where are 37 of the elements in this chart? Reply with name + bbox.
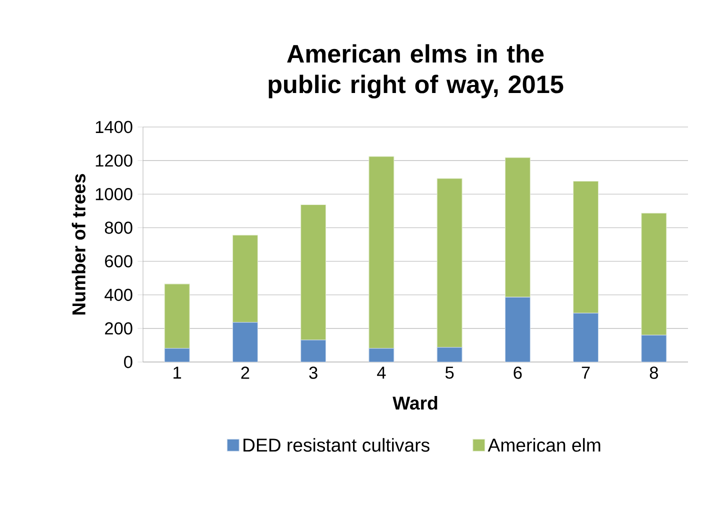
bar <box>164 348 190 362</box>
bar <box>164 284 190 349</box>
x-tick-label: 2 <box>241 366 250 379</box>
bar <box>641 212 667 336</box>
legend-label: American elm <box>488 438 600 452</box>
y-tick-label: 800 <box>104 222 132 234</box>
x-axis-title: Ward <box>392 396 438 410</box>
bar <box>436 178 462 348</box>
bar <box>368 348 394 362</box>
y-tick-label: 1000 <box>96 188 132 200</box>
bar <box>436 347 462 362</box>
bar <box>232 234 258 323</box>
x-tick-label: 3 <box>309 366 318 379</box>
y-tick-label: 0 <box>124 356 132 368</box>
bar <box>641 334 667 362</box>
bar <box>504 157 530 298</box>
chart-title: American elms in the public right of way, 2015 <box>268 44 564 98</box>
bar <box>504 296 530 362</box>
bar <box>573 312 599 362</box>
bar <box>368 156 394 349</box>
x-tick-label: 1 <box>174 366 182 379</box>
bar <box>300 204 326 340</box>
legend-label: DED resistant cultivars <box>244 438 430 452</box>
y-tick-label: 1200 <box>96 154 132 167</box>
x-tick-label: 7 <box>582 366 590 379</box>
x-tick-label: 5 <box>445 366 454 379</box>
y-tick-label: 1400 <box>96 120 132 134</box>
bar <box>300 340 326 362</box>
y-axis-title: Number of trees <box>72 174 86 315</box>
y-tick-label: 600 <box>105 255 132 268</box>
y-tick-label: 200 <box>105 322 132 335</box>
x-tick-label: 6 <box>514 366 522 379</box>
bar <box>573 180 599 314</box>
y-tick-label: 400 <box>104 288 132 301</box>
x-tick-label: 8 <box>650 366 658 379</box>
bar <box>232 322 258 362</box>
x-tick-label: 4 <box>377 366 386 379</box>
